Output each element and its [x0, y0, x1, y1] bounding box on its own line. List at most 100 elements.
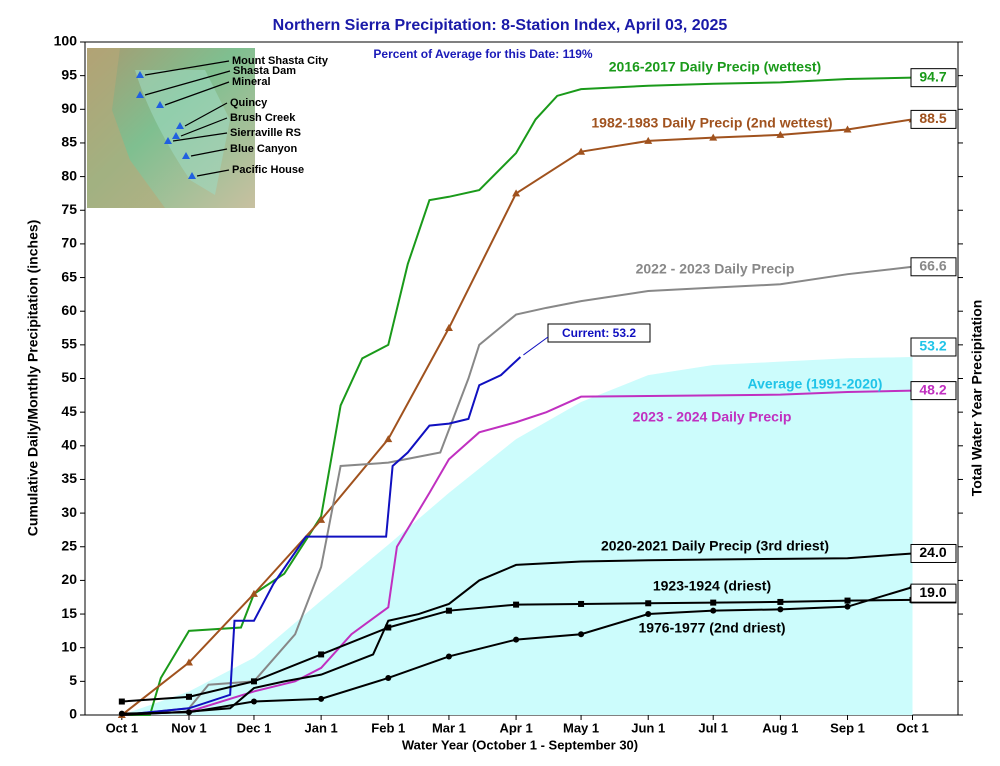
end-label-box	[910, 257, 957, 277]
triangle-marker	[512, 189, 521, 197]
average-area	[121, 356, 913, 715]
station-label: Blue Canyon	[230, 143, 298, 155]
series-label: 2023 - 2024 Daily Precip	[633, 409, 792, 425]
series-label: 1976-1977 (2nd driest)	[638, 620, 785, 636]
y-tick-label: 0	[69, 706, 77, 722]
square-marker	[185, 693, 192, 700]
end-label-box	[910, 381, 957, 401]
station-arrow	[196, 169, 230, 177]
y-tick-label: 70	[61, 235, 77, 251]
series-label: Average (1991-2020)	[748, 376, 883, 392]
station-label: Quincy	[230, 97, 268, 109]
x-axis-label: Water Year (October 1 - September 30)	[402, 737, 638, 752]
circle-marker	[844, 603, 851, 610]
end-label: 19.0	[919, 584, 946, 600]
y-tick-label: 40	[61, 437, 77, 453]
y-tick-label: 100	[54, 33, 78, 49]
y-tick-label: 35	[61, 470, 77, 486]
triangle-marker	[843, 125, 852, 133]
station-arrow	[144, 70, 231, 96]
y-tick-label: 90	[61, 100, 77, 116]
station-arrow	[184, 102, 228, 127]
y-axis-label: Cumulative Daily/Monthly Precipitation (…	[25, 220, 41, 537]
square-marker	[250, 678, 257, 685]
station-marker	[182, 152, 190, 159]
station-marker	[136, 71, 144, 78]
station-label: Mineral	[232, 76, 271, 88]
series-label: 2016-2017 Daily Precip (wettest)	[609, 59, 821, 75]
triangle-marker	[644, 136, 653, 144]
map-terrain	[87, 48, 165, 208]
subtitle: Percent of Average for this Date: 119%	[373, 47, 593, 61]
y2-axis-label: Total Water Year Precipitation	[969, 300, 985, 497]
x-tick-label: May 1	[563, 720, 599, 735]
end-label: 88.5	[919, 110, 946, 126]
station-arrow	[172, 132, 228, 142]
x-tick-label: Apr 1	[499, 720, 532, 735]
series-line	[121, 76, 913, 716]
triangle-marker	[184, 658, 193, 666]
triangle-marker	[384, 435, 393, 443]
y-tick-label: 5	[69, 672, 77, 688]
series-label: 2022 - 2023 Daily Precip	[636, 261, 795, 277]
station-marker	[156, 101, 164, 108]
circle-marker	[710, 607, 717, 614]
square-marker	[645, 600, 652, 607]
y-tick-label: 15	[61, 605, 77, 621]
square-marker	[385, 624, 392, 631]
square-marker	[578, 600, 585, 607]
x-tick-label: Jun 1	[631, 720, 665, 735]
circle-marker	[250, 698, 257, 705]
triangle-marker	[444, 324, 453, 332]
x-tick-label: Oct 1	[896, 720, 929, 735]
station-arrow	[180, 117, 228, 137]
triangle-marker	[249, 589, 258, 597]
y-tick-label: 30	[61, 504, 77, 520]
x-tick-label: Oct 1	[106, 720, 139, 735]
series-label: 1982-1983 Daily Precip (2nd wettest)	[591, 115, 832, 131]
square-marker	[118, 698, 125, 705]
triangle-marker	[577, 147, 586, 155]
circle-marker	[385, 674, 392, 681]
station-label: Sierraville RS	[230, 127, 301, 139]
circle-marker	[118, 710, 125, 717]
circle-marker	[445, 653, 452, 660]
end-label-box	[910, 337, 957, 357]
station-marker	[164, 137, 172, 144]
y-tick-label: 85	[61, 134, 77, 150]
triangle-marker	[317, 515, 326, 523]
series-line	[121, 389, 913, 716]
station-label: Brush Creek	[230, 112, 296, 124]
station-label: Shasta Dam	[233, 65, 296, 77]
y-tick-label: 60	[61, 302, 77, 318]
y-tick-label: 10	[61, 638, 77, 654]
square-marker	[844, 597, 851, 604]
station-label: Mount Shasta City	[232, 55, 329, 67]
end-label-box	[910, 583, 957, 603]
station-arrow	[144, 60, 230, 76]
station-arrow	[190, 148, 228, 157]
end-label-box	[910, 543, 957, 563]
chart-title: Northern Sierra Precipitation: 8-Station…	[273, 17, 728, 34]
y-tick-label: 65	[61, 268, 77, 284]
x-tick-label: Jan 1	[304, 720, 337, 735]
x-tick-label: Mar 1	[432, 720, 466, 735]
end-label: 66.6	[919, 257, 946, 273]
end-label: 94.7	[919, 68, 946, 84]
series-line	[121, 552, 913, 716]
x-tick-label: Feb 1	[371, 720, 405, 735]
y-tick-label: 45	[61, 403, 77, 419]
x-tick-label: Jul 1	[698, 720, 728, 735]
station-marker	[172, 132, 180, 139]
square-marker	[777, 598, 784, 605]
y-tick-label: 55	[61, 336, 77, 352]
end-label: 24.0	[919, 544, 946, 560]
y-tick-label: 20	[61, 571, 77, 587]
end-label: 48.2	[919, 381, 946, 397]
x-tick-label: Dec 1	[237, 720, 272, 735]
map-inset	[87, 48, 255, 208]
square-marker	[318, 651, 325, 658]
station-marker	[136, 91, 144, 98]
square-marker	[445, 607, 452, 614]
